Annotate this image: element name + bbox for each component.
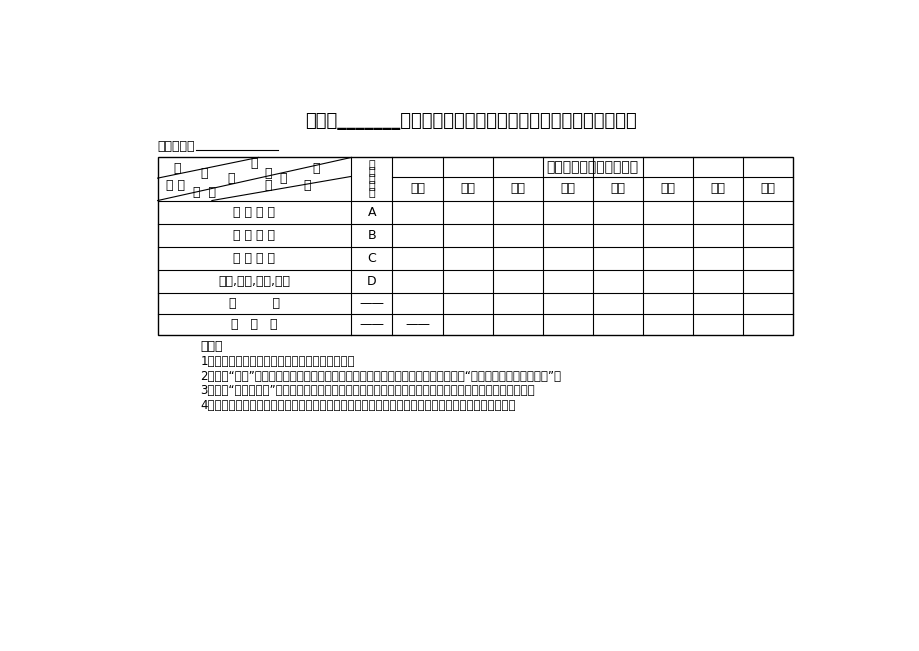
Text: 出: 出 xyxy=(200,167,208,180)
Text: 实 验: 实 验 xyxy=(165,178,185,191)
Text: 况: 况 xyxy=(264,178,271,191)
Text: 四班: 四班 xyxy=(560,182,574,195)
Text: 应: 应 xyxy=(369,159,375,170)
Text: A: A xyxy=(368,206,376,219)
Text: 分 组 实 验: 分 组 实 验 xyxy=(233,206,275,219)
Text: 2、表中“要求”栏是根据科学课程标准、科学教材及教学实际确定。要求按教学进度“开全、开齐、开足、开好”。: 2、表中“要求”栏是根据科学课程标准、科学教材及教学实际确定。要求按教学进度“开… xyxy=(200,370,561,383)
Text: 一班: 一班 xyxy=(410,182,425,195)
Text: 4、教师可根据教学需要，自行设计演示或分组实验，补充的实践活动应后续填写在登记表的表格中。: 4、教师可根据教学需要，自行设计演示或分组实验，补充的实践活动应后续填写在登记表… xyxy=(200,399,516,412)
Text: 江北区_______小学科学实验活动开出登记统计表（三年级下册）: 江北区_______小学科学实验活动开出登记统计表（三年级下册） xyxy=(305,112,637,130)
Text: 参 观 考 察: 参 观 考 察 xyxy=(233,252,275,265)
Text: 要  求: 要 求 xyxy=(192,186,215,199)
Text: 数: 数 xyxy=(369,188,375,199)
Bar xyxy=(157,158,792,335)
Text: 开: 开 xyxy=(173,162,180,175)
Text: 实际开出实验数、分组数: 实际开出实验数、分组数 xyxy=(546,160,638,174)
Text: 目: 目 xyxy=(312,162,320,175)
Text: B: B xyxy=(368,229,376,242)
Text: ——: —— xyxy=(359,297,384,310)
Text: C: C xyxy=(367,252,376,265)
Text: 七班: 七班 xyxy=(709,182,725,195)
Text: 六班: 六班 xyxy=(660,182,675,195)
Text: 生: 生 xyxy=(279,173,287,186)
Text: ——: —— xyxy=(404,318,429,331)
Text: 学: 学 xyxy=(264,167,271,180)
Text: 演 示 实 验: 演 示 实 验 xyxy=(233,229,275,242)
Text: 实: 实 xyxy=(369,174,375,184)
Text: 项: 项 xyxy=(251,157,258,170)
Text: 1、此表作为小学科学教师备课以及统计汇总用。: 1、此表作为小学科学教师备课以及统计汇总用。 xyxy=(200,355,355,368)
Text: 验: 验 xyxy=(369,181,375,191)
Text: 小         计: 小 计 xyxy=(229,297,279,310)
Text: D: D xyxy=(367,275,376,288)
Text: 五班: 五班 xyxy=(609,182,625,195)
Text: 开: 开 xyxy=(369,167,375,177)
Text: 3、表中“实际开出数”栏应根据实际情况填写。其中种植、饲养根据条件可以学校、班级、科技小组进行。: 3、表中“实际开出数”栏应根据实际情况填写。其中种植、饲养根据条件可以学校、班级… xyxy=(200,384,534,397)
Text: 开   出   率: 开 出 率 xyxy=(231,318,278,331)
Text: 二班: 二班 xyxy=(460,182,474,195)
Text: 情: 情 xyxy=(227,173,234,186)
Text: 三班: 三班 xyxy=(510,182,525,195)
Text: 种植,饲养,采集,制作: 种植,饲养,采集,制作 xyxy=(219,275,290,288)
Text: 说明：: 说明： xyxy=(200,340,222,353)
Text: 任课教师：: 任课教师： xyxy=(157,140,195,153)
Text: ——: —— xyxy=(359,318,384,331)
Text: 数: 数 xyxy=(302,178,311,191)
Text: 八班: 八班 xyxy=(760,182,775,195)
